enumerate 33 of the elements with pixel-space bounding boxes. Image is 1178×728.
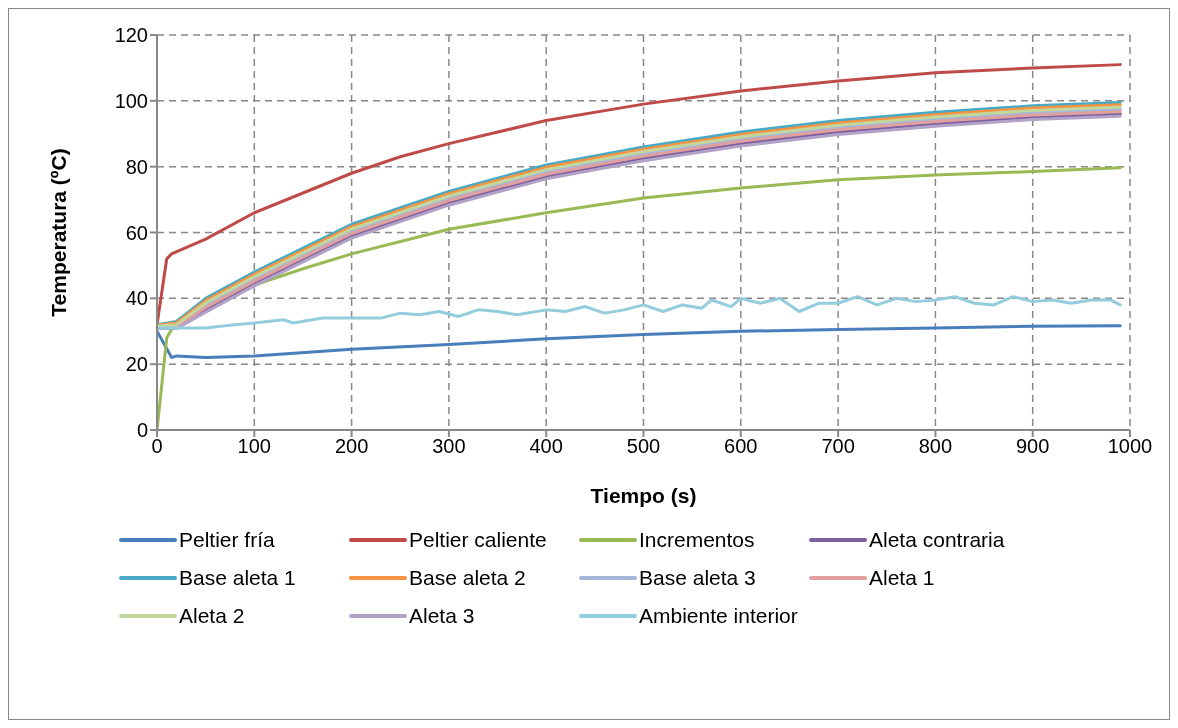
x-tick-label: 600 (724, 435, 758, 458)
x-tick-label: 0 (151, 435, 163, 458)
y-tick-label: 100 (114, 89, 148, 112)
legend-label: Base aleta 3 (639, 566, 756, 590)
y-tick-label: 120 (114, 24, 148, 47)
legend-label: Base aleta 2 (409, 566, 526, 590)
x-tick-label: 500 (626, 435, 661, 458)
legend-label: Aleta contraria (869, 528, 1005, 552)
legend-label: Peltier fría (179, 528, 275, 552)
x-tick-label: 1000 (1107, 435, 1153, 458)
legend-label: Aleta 2 (179, 604, 245, 628)
legend-label: Aleta 3 (409, 604, 475, 628)
y-tick-label: 80 (125, 155, 148, 178)
legend-label: Ambiente interior (639, 604, 798, 628)
x-axis-title: Tiempo (s) (590, 484, 697, 507)
y-axis-title: Temperatura (ºC) (47, 148, 71, 317)
x-tick-label: 900 (1016, 435, 1050, 458)
y-tick-label: 20 (125, 353, 148, 376)
legend-label: Base aleta 1 (179, 566, 296, 590)
y-tick-label: 60 (125, 221, 148, 244)
line-series (157, 324, 1122, 360)
x-tick-label: 100 (237, 435, 271, 458)
legend-label: Incrementos (639, 528, 755, 552)
x-tick-label: 700 (821, 435, 855, 458)
x-tick-label: 800 (918, 435, 953, 458)
legend-label: Peltier caliente (409, 528, 547, 552)
line-series (157, 295, 1122, 330)
x-tick-label: 200 (334, 435, 369, 458)
x-tick-label: 400 (529, 435, 563, 458)
y-tick-label: 0 (136, 419, 148, 442)
x-tick-label: 300 (432, 435, 466, 458)
legend-label: Aleta 1 (869, 566, 935, 590)
y-tick-label: 40 (125, 287, 148, 310)
